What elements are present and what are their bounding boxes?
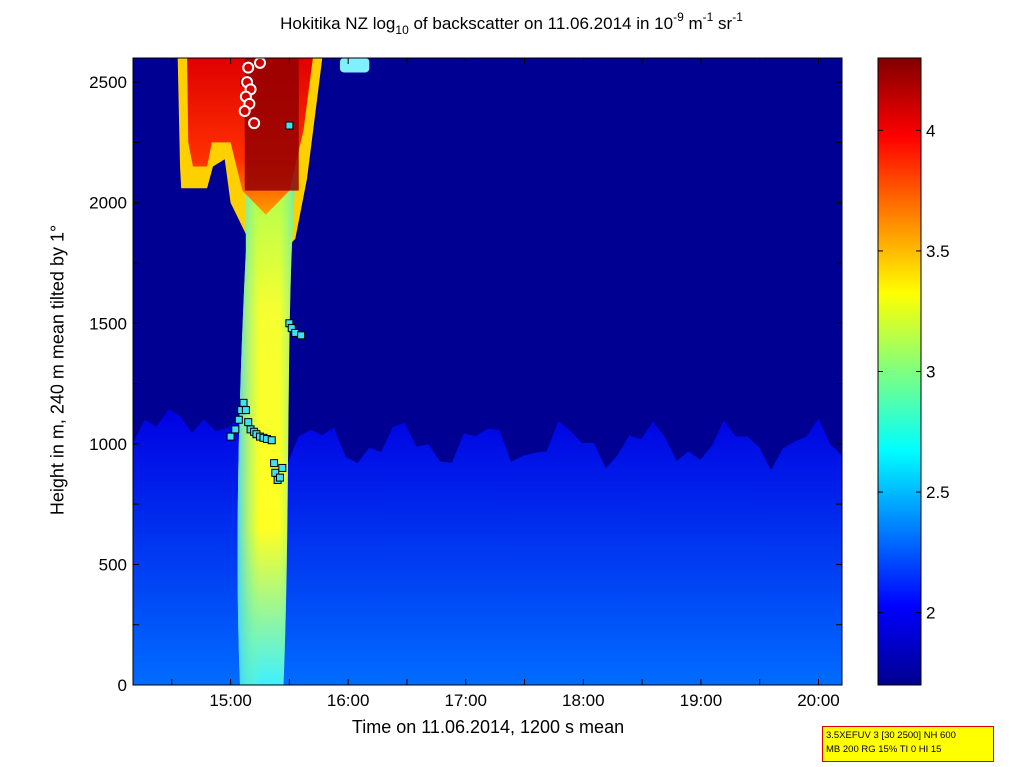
title-exp-1: -9 <box>673 10 684 24</box>
x-tick-label: 20:00 <box>797 691 840 710</box>
y-tick-label: 2500 <box>89 73 127 92</box>
marker-circle <box>253 58 266 69</box>
marker-square <box>270 459 279 468</box>
colorbar-gradient <box>877 57 922 686</box>
marker-square <box>278 463 287 472</box>
title-unit-2: sr <box>713 14 733 33</box>
marker-square <box>231 425 240 434</box>
boundary-layer-region <box>133 409 842 685</box>
info-box: 3.5XEFUV 3 [30 2500] NH 600 MB 200 RG 15… <box>822 726 994 762</box>
x-axis-label: Time on 11.06.2014, 1200 s mean <box>351 717 625 737</box>
colorbar-tick-label: 3.5 <box>926 242 950 261</box>
marker-square <box>226 432 235 441</box>
axes: 15:00 16:00 17:00 18:00 19:00 20:00 0 500 1000 15… <box>89 57 843 710</box>
marker-circle <box>242 61 255 74</box>
title-exp-3: -1 <box>732 10 743 24</box>
info-line-2: MB 200 RG 15% TI 0 HI 15 <box>826 744 942 755</box>
y-tick-label: 1500 <box>89 314 127 333</box>
colorbar-tick-label: 2 <box>926 604 935 623</box>
x-tick-label: 17:00 <box>444 691 487 710</box>
title-unit-1: m <box>683 14 703 33</box>
y-axis-label: Height in m, 240 m mean tilted by 1° <box>47 224 68 516</box>
y-tick-label: 500 <box>99 555 127 574</box>
marker-square <box>239 398 248 407</box>
title-middle: of backscatter on 11.06.2014 in 10 <box>408 14 674 33</box>
marker-square <box>234 415 243 424</box>
info-line-1: 3.5XEFUV 3 [30 2500] NH 600 <box>826 730 956 741</box>
y-tick-label: 0 <box>118 676 127 695</box>
colorbar-tick-label: 4 <box>926 121 935 140</box>
marker-circle <box>248 117 261 130</box>
title-subscript: 10 <box>395 23 409 37</box>
x-tick-label: 16:00 <box>327 691 370 710</box>
title-prefix: Hokitika NZ log <box>280 14 396 33</box>
y-tick-label: 2000 <box>89 194 127 213</box>
y-tick-label: 1000 <box>89 435 127 454</box>
marker-square <box>285 121 294 130</box>
small-cloud-patch <box>339 58 370 73</box>
marker-square <box>241 406 250 415</box>
marker-square <box>297 331 306 340</box>
title-exp-2: -1 <box>702 10 714 24</box>
colorbar-tick-label: 2.5 <box>926 483 950 502</box>
colorbar-tick-label: 3 <box>926 363 935 382</box>
x-tick-label: 15:00 <box>209 691 252 710</box>
marker-square <box>244 418 253 427</box>
colorbar: 2 2.5 3 3.5 4 <box>877 57 950 686</box>
axes-box <box>132 57 843 686</box>
marker-square <box>275 473 284 482</box>
plot-area <box>133 58 842 685</box>
marker-square <box>267 436 276 445</box>
marker-circle <box>238 105 251 118</box>
x-tick-label: 19:00 <box>680 691 723 710</box>
plume-column-edges <box>237 58 302 685</box>
chart-title: Hokitika NZ log10 of backscatter on 11.0… <box>0 10 1023 37</box>
x-tick-label: 18:00 <box>562 691 605 710</box>
